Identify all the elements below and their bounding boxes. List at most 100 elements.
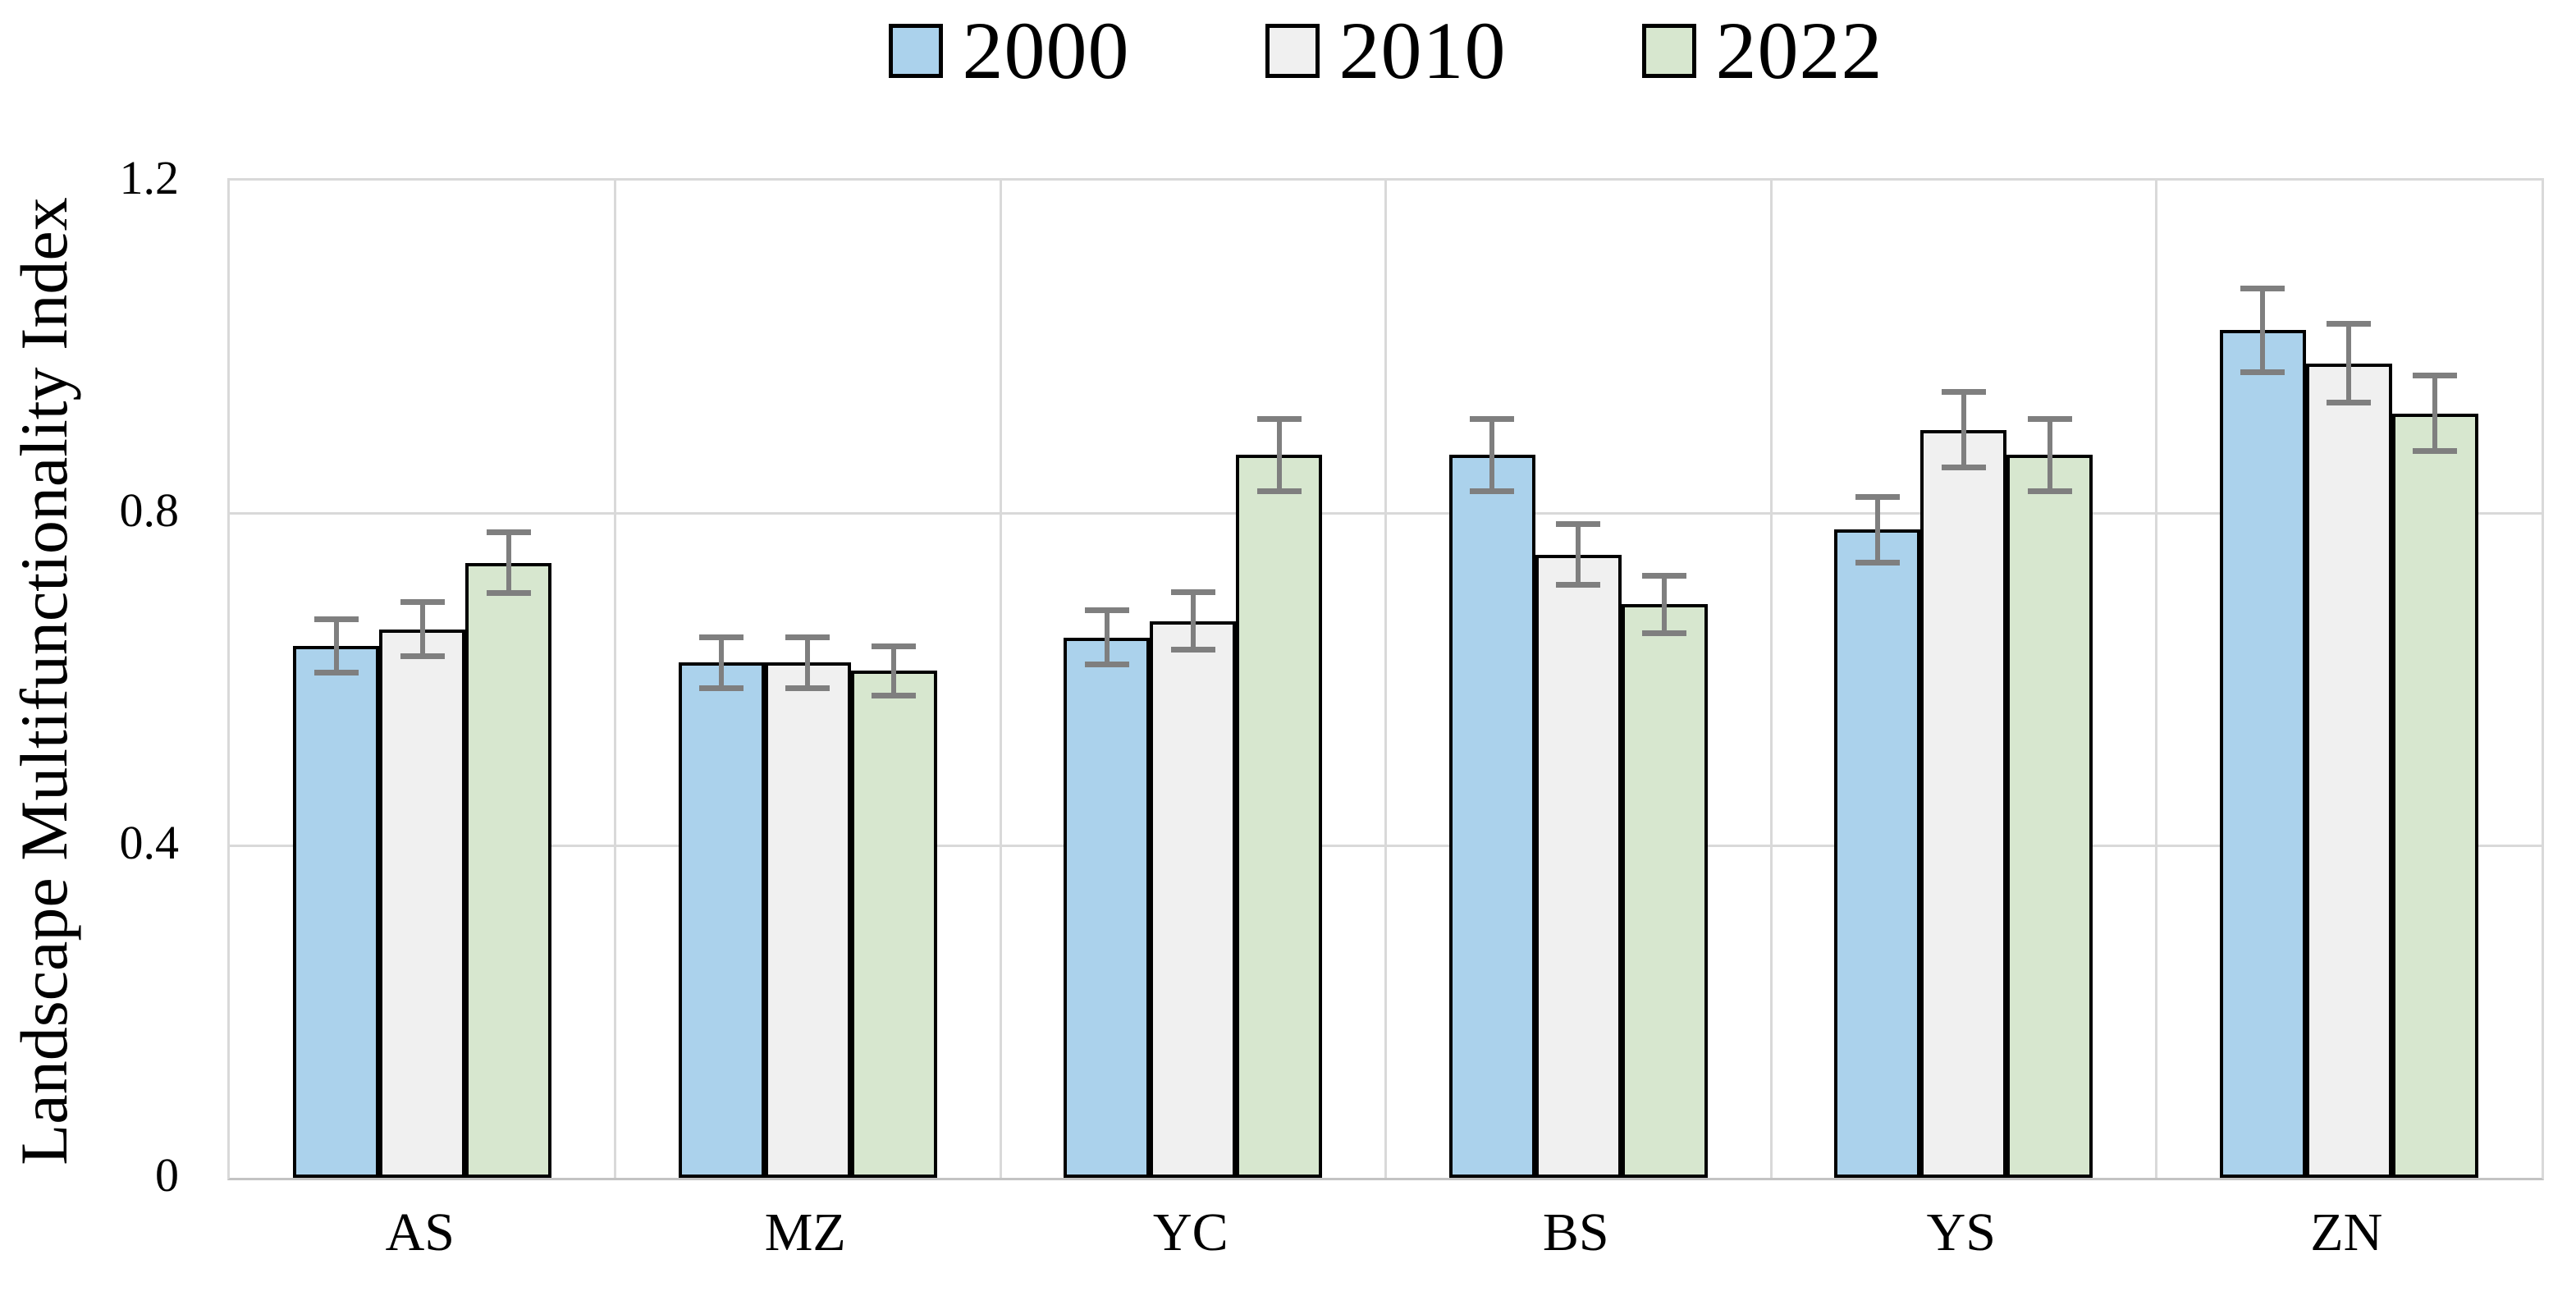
error-bar-cap [2327,400,2372,406]
bar-2022-YS [2006,455,2093,1178]
bar-2000-YC [1064,637,1151,1178]
x-category-label: BS [1542,1202,1609,1262]
error-bar-stem [2346,323,2352,404]
error-bar-cap [785,685,830,691]
error-bar-stem [1961,392,1966,469]
error-bar-stem [1662,575,1668,634]
chart-legend: 2000 2010 2022 [227,10,2544,92]
error-bar-cap [1470,488,1515,494]
gridline-vertical [999,181,1002,1178]
error-bar-stem [891,646,897,696]
bar-2010-MZ [764,662,851,1178]
error-bar-cap [699,634,744,640]
legend-item-2000: 2000 [888,5,1130,96]
x-category-label: ZN [2310,1202,2383,1262]
error-bar-cap [486,529,531,536]
bar-2022-BS [1621,604,1708,1178]
error-bar-cap [2240,369,2285,375]
bar-2000-MZ [678,662,765,1178]
bar-2000-ZN [2219,330,2306,1178]
x-category-label: MZ [764,1202,846,1262]
bar-2000-YS [1834,529,1921,1178]
bar-2000-BS [1448,455,1535,1178]
y-axis-title: Landscape Multifunctionality Index [7,197,81,1165]
bar-2010-ZN [2305,363,2392,1178]
error-bar-stem [2047,418,2052,492]
error-bar-cap [2027,488,2072,494]
error-bar-stem [1104,610,1110,666]
y-tick-label: 1.2 [119,151,180,204]
legend-label-2022: 2022 [1715,5,1883,96]
error-bar-stem [805,636,811,689]
legend-item-2022: 2022 [1641,5,1883,96]
error-bar-stem [1489,418,1495,492]
bar-2010-YS [1920,429,2007,1178]
error-bar-cap [313,670,359,676]
bar-2000-AS [293,646,380,1178]
error-bar-stem [1576,524,1581,586]
error-bar-cap [785,634,830,640]
error-bar-cap [1170,589,1215,596]
error-bar-stem [719,636,725,689]
error-bar-cap [1170,647,1215,653]
error-bar-cap [400,599,445,606]
legend-label-2010: 2010 [1338,5,1507,96]
gridline-vertical [1384,181,1387,1178]
error-bar-cap [1642,630,1687,636]
error-bar-cap [1941,465,1986,471]
plot-area [227,178,2544,1180]
legend-swatch-2010-icon [1265,24,1320,78]
bar-2022-YC [1236,455,1323,1178]
bar-2022-AS [465,562,552,1178]
error-bar-cap [1256,415,1302,422]
error-bar-stem [419,602,425,657]
error-bar-cap [1642,572,1687,579]
error-bar-stem [333,618,339,674]
legend-swatch-2022-icon [1641,24,1696,78]
error-bar-cap [1470,415,1515,422]
error-bar-stem [506,532,511,594]
y-tick-label: 0 [155,1148,179,1202]
error-bar-cap [699,685,744,691]
gridline-vertical [2155,181,2157,1178]
error-bar-cap [2413,448,2458,455]
error-bar-cap [1855,493,1900,500]
legend-swatch-2000-icon [888,24,943,78]
bar-2010-YC [1150,621,1237,1178]
error-bar-cap [1556,582,1601,588]
error-bar-cap [1855,559,1900,566]
error-bar-cap [872,692,917,698]
bar-2022-ZN [2391,413,2478,1178]
error-bar-cap [1256,488,1302,494]
error-bar-cap [2327,321,2372,327]
error-bar-cap [1084,662,1129,668]
error-bar-cap [486,590,531,597]
bar-2022-MZ [850,671,937,1178]
error-bar-cap [1941,389,1986,396]
error-bar-stem [2432,374,2438,452]
x-category-label: YS [1926,1202,1996,1262]
y-tick-label: 0.8 [119,483,180,537]
legend-label-2000: 2000 [962,5,1130,96]
error-bar-cap [872,643,917,649]
error-bar-stem [1276,418,1282,492]
error-bar-cap [400,653,445,660]
error-bar-stem [2260,287,2266,373]
error-bar-cap [1556,521,1601,528]
bar-2010-AS [379,629,466,1178]
bar-2010-BS [1535,554,1622,1178]
x-category-label: YC [1152,1202,1229,1262]
error-bar-cap [2413,372,2458,378]
legend-item-2010: 2010 [1265,10,1507,92]
gridline-vertical [614,181,616,1178]
error-bar-cap [2027,415,2072,422]
error-bar-cap [2240,285,2285,291]
error-bar-stem [1874,496,1880,563]
y-tick-label: 0.4 [119,816,180,869]
x-category-label: AS [385,1202,455,1262]
error-bar-cap [313,616,359,622]
error-bar-cap [1084,607,1129,614]
gridline-vertical [1769,181,1773,1178]
error-bar-stem [1190,592,1196,651]
